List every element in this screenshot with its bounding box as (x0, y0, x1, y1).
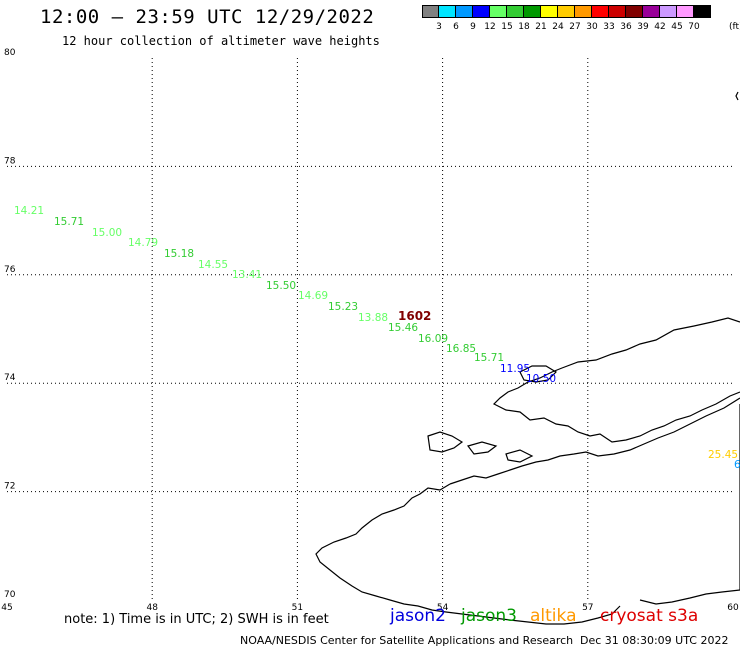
graticule (7, 58, 733, 600)
color-scale-tick: 42 (654, 22, 666, 32)
color-scale-box (490, 5, 507, 18)
wave-height-label: 14.55 (198, 259, 228, 271)
color-scale-tick: 27 (569, 22, 581, 32)
color-scale-box (558, 5, 575, 18)
color-scale-tick: 33 (603, 22, 615, 32)
color-scale-legend: 3 6 9 12 15 18 21 24 27 30 33 36 39 42 45 70 (422, 5, 711, 32)
color-scale-tick: 9 (470, 22, 476, 32)
satellite-legend-item: jason3 (461, 606, 517, 626)
color-scale-box (439, 5, 456, 18)
satellite-legend-item: cryosat s3a (600, 606, 699, 626)
longitude-tick-label: 60 (727, 603, 739, 613)
satellite-legend-item: altika (530, 606, 577, 626)
wave-height-label: 10.50 (526, 373, 556, 385)
coastline-south-island (315, 404, 740, 625)
color-scale-box (677, 5, 694, 18)
coastline-fragment (735, 91, 739, 101)
color-scale-boxes (422, 5, 711, 18)
latitude-tick-label: 70 (4, 590, 16, 600)
color-scale-box (660, 5, 677, 18)
coastline-west-bays (427, 431, 534, 463)
credit-text: NOAA/NESDIS Center for Satellite Applica… (240, 634, 574, 647)
wave-height-label: 14.69 (298, 290, 328, 302)
wave-height-label: 13.41 (232, 269, 262, 281)
wave-height-label: 25.45 (708, 449, 738, 461)
wave-height-label: 15.71 (54, 216, 84, 228)
color-scale-tick: 3 (436, 22, 442, 32)
color-scale-tick: 6 (453, 22, 459, 32)
longitude-tick-label: 54 (437, 603, 449, 613)
wave-height-label: 15.18 (164, 248, 194, 260)
latitude-tick-label: 78 (4, 156, 16, 166)
wave-height-label: 11.95 (500, 363, 530, 375)
color-scale-tick: 30 (586, 22, 598, 32)
wave-height-label: 14.21 (14, 205, 44, 217)
latitude-tick-label: 80 (4, 48, 16, 58)
wave-height-label: 16.85 (446, 343, 476, 355)
color-scale-box (456, 5, 473, 18)
color-scale-tick: 21 (535, 22, 547, 32)
wave-height-label: 14.79 (128, 237, 158, 249)
coastline-matochkin-strait (449, 397, 740, 485)
color-scale-tick: 24 (552, 22, 564, 32)
wave-height-label: 6 (734, 459, 740, 471)
map-title: 12:00 — 23:59 UTC 12/29/2022 (40, 6, 375, 28)
timestamp-text: Dec 31 08:30:09 UTC 2022 (580, 634, 729, 647)
map-subtitle: 12 hour collection of altimeter wave hei… (62, 34, 380, 48)
color-scale-box (643, 5, 660, 18)
color-scale-box (694, 5, 711, 18)
wave-height-label: 15.00 (92, 227, 122, 239)
satellite-legend-item: jason2 (390, 606, 446, 626)
axis-labels: 45 48 51 54 57 60 70 72 74 76 78 80 (1, 48, 739, 613)
longitude-tick-label: 48 (146, 603, 158, 613)
coastline-north-tip (519, 365, 557, 383)
color-scale-box (507, 5, 524, 18)
color-scale-box (609, 5, 626, 18)
units-note: note: 1) Time is in UTC; 2) SWH is in fe… (64, 612, 329, 627)
coastline-north-island (492, 317, 740, 443)
coastline-kara-sea-east (639, 589, 740, 605)
longitude-tick-label: 57 (582, 603, 593, 613)
color-scale-tick: 39 (637, 22, 649, 32)
latitude-tick-label: 72 (4, 482, 15, 492)
color-scale-box (592, 5, 609, 18)
color-scale-unit: (ft) (729, 22, 740, 32)
color-scale-labels: 3 6 9 12 15 18 21 24 27 30 33 36 39 42 45 70 (422, 22, 740, 34)
color-scale-box (626, 5, 643, 18)
color-scale-tick: 36 (620, 22, 632, 32)
wave-height-label: 1602 (398, 309, 431, 323)
wave-height-label: 15.50 (266, 280, 296, 292)
longitude-tick-label: 45 (1, 603, 12, 613)
color-scale-box (422, 5, 439, 18)
wave-height-label: 15.23 (328, 301, 358, 313)
latitude-tick-label: 74 (4, 373, 16, 383)
longitude-tick-label: 51 (292, 603, 303, 613)
color-scale-box (541, 5, 558, 18)
color-scale-tick: 12 (484, 22, 496, 32)
observation-layer: 14.21 15.71 15.00 14.79 15.18 14.55 13.41 15.50… (14, 205, 740, 471)
color-scale-box (575, 5, 592, 18)
coastline (315, 91, 740, 625)
color-scale-tick: 18 (518, 22, 530, 32)
color-scale-tick: 70 (688, 22, 700, 32)
wave-height-label: 13.88 (358, 312, 388, 324)
color-scale-box (524, 5, 541, 18)
color-scale-tick: 15 (501, 22, 513, 32)
latitude-tick-label: 76 (4, 265, 16, 275)
wave-height-label: 16.09 (418, 333, 448, 345)
color-scale-box (473, 5, 490, 18)
wave-height-label: 15.46 (388, 322, 418, 334)
color-scale-tick: 45 (671, 22, 683, 32)
wave-height-label: 15.71 (474, 352, 504, 364)
